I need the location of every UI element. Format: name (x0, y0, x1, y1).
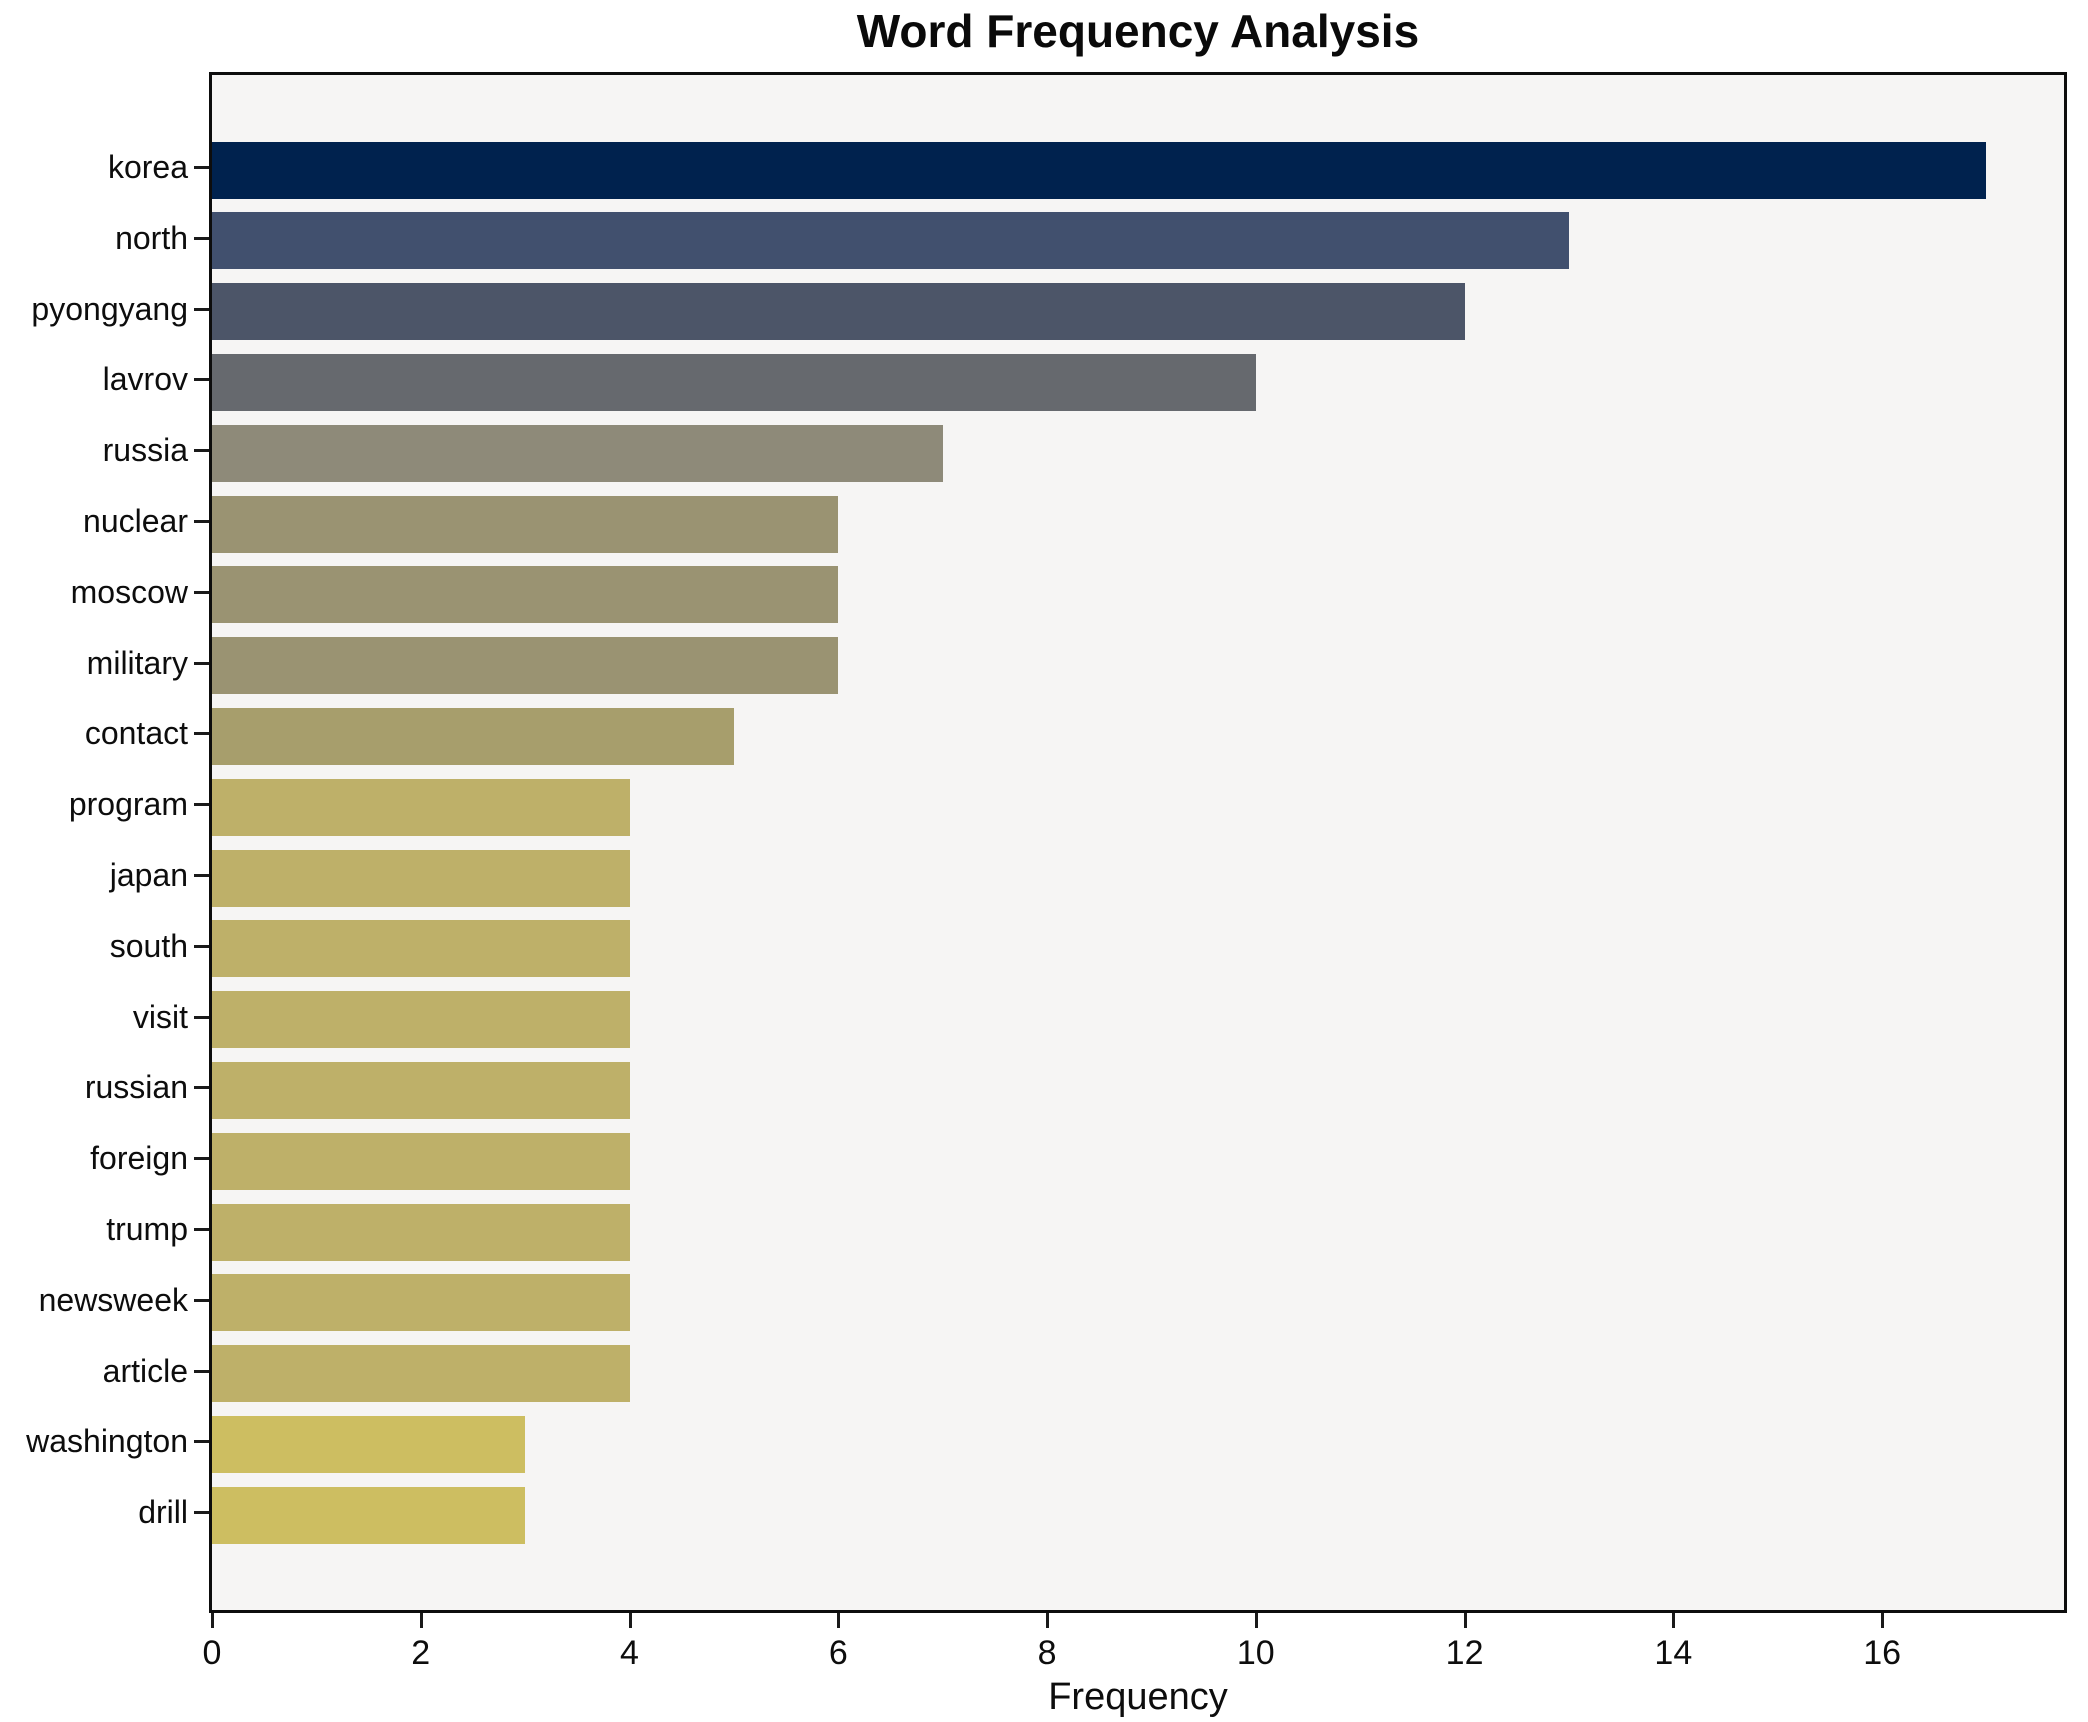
y-tick-label-moscow: moscow (70, 573, 188, 610)
chart-title: Word Frequency Analysis (856, 5, 1420, 57)
x-tick-mark-8 (1046, 1613, 1050, 1628)
y-tick-mark-drill (194, 1511, 209, 1515)
y-tick-mark-japan (194, 874, 209, 877)
x-tick-mark-12 (1463, 1613, 1467, 1628)
bar-washington (212, 1415, 526, 1473)
y-tick-mark-south (194, 944, 209, 948)
y-tick-label-north: north (115, 219, 188, 256)
y-tick-mark-lavrov (194, 378, 209, 382)
y-tick-label-trump: trump (106, 1211, 188, 1247)
y-tick-mark-north (194, 236, 209, 240)
bar-moscow (212, 566, 839, 624)
bar-russian (212, 1061, 630, 1119)
y-tick-label-korea: korea (107, 149, 188, 185)
x-tick-mark-6 (837, 1613, 841, 1628)
bar-pyongyang (212, 283, 1465, 341)
y-tick-label-contact: contact (84, 715, 188, 752)
y-tick-mark-program (194, 803, 209, 807)
bar-korea (212, 141, 1987, 199)
x-tick-mark-10 (1254, 1613, 1258, 1628)
bar-drill (212, 1486, 526, 1544)
x-axis-label: Frequency (1048, 1676, 1228, 1718)
y-tick-label-japan: japan (109, 857, 188, 893)
x-tick-label-16: 16 (1863, 1634, 1902, 1672)
bar-south (212, 920, 630, 978)
bar-north (212, 212, 1569, 270)
y-tick-mark-korea (194, 166, 209, 169)
x-tick-label-6: 6 (828, 1634, 848, 1672)
y-tick-label-washington: washington (26, 1423, 188, 1460)
x-tick-mark-4 (628, 1613, 632, 1628)
x-tick-mark-16 (1881, 1613, 1885, 1628)
y-tick-mark-newsweek (194, 1298, 209, 1302)
bar-contact (212, 707, 734, 765)
bar-visit (212, 991, 630, 1049)
x-tick-label-4: 4 (620, 1634, 639, 1672)
y-tick-mark-visit (194, 1015, 209, 1019)
y-tick-label-nuclear: nuclear (83, 503, 188, 539)
x-tick-label-14: 14 (1654, 1634, 1693, 1672)
bar-lavrov (212, 353, 1256, 411)
bar-article (212, 1345, 630, 1403)
y-tick-label-program: program (68, 786, 188, 823)
y-tick-label-russian: russian (84, 1069, 188, 1106)
plot-area (209, 72, 2067, 1613)
y-tick-mark-russian (194, 1086, 209, 1090)
y-tick-mark-pyongyang (194, 307, 209, 311)
y-tick-label-russia: russia (102, 432, 188, 469)
y-tick-mark-article (194, 1369, 209, 1373)
y-tick-mark-military (194, 661, 209, 665)
x-tick-mark-14 (1672, 1613, 1676, 1628)
bar-military (212, 637, 839, 695)
x-tick-mark-2 (419, 1613, 423, 1628)
bar-foreign (212, 1132, 630, 1190)
y-tick-label-drill: drill (138, 1494, 188, 1531)
y-tick-label-visit: visit (132, 998, 188, 1035)
y-tick-mark-contact (194, 732, 209, 736)
x-tick-label-8: 8 (1037, 1634, 1057, 1672)
y-tick-mark-foreign (194, 1157, 209, 1161)
y-tick-label-lavrov: lavrov (102, 361, 188, 398)
y-tick-mark-washington (194, 1440, 209, 1444)
x-tick-label-12: 12 (1445, 1634, 1484, 1672)
bar-program (212, 778, 630, 836)
x-tick-label-10: 10 (1236, 1634, 1275, 1672)
y-tick-label-military: military (86, 644, 188, 681)
x-tick-label-0: 0 (202, 1634, 222, 1672)
bar-trump (212, 1203, 630, 1261)
bar-nuclear (212, 495, 839, 553)
bar-newsweek (212, 1274, 630, 1332)
x-tick-label-2: 2 (411, 1634, 431, 1672)
bar-japan (212, 849, 630, 907)
y-tick-label-pyongyang: pyongyang (31, 290, 188, 327)
y-tick-label-newsweek: newsweek (38, 1281, 188, 1318)
y-tick-label-article: article (102, 1352, 188, 1389)
y-tick-mark-moscow (194, 590, 209, 594)
bar-russia (212, 424, 943, 482)
x-tick-mark-0 (211, 1613, 214, 1628)
y-tick-mark-russia (194, 449, 209, 453)
y-tick-mark-trump (194, 1228, 209, 1231)
y-tick-label-south: south (109, 927, 188, 964)
y-tick-label-foreign: foreign (90, 1140, 188, 1177)
y-tick-mark-nuclear (194, 520, 209, 523)
